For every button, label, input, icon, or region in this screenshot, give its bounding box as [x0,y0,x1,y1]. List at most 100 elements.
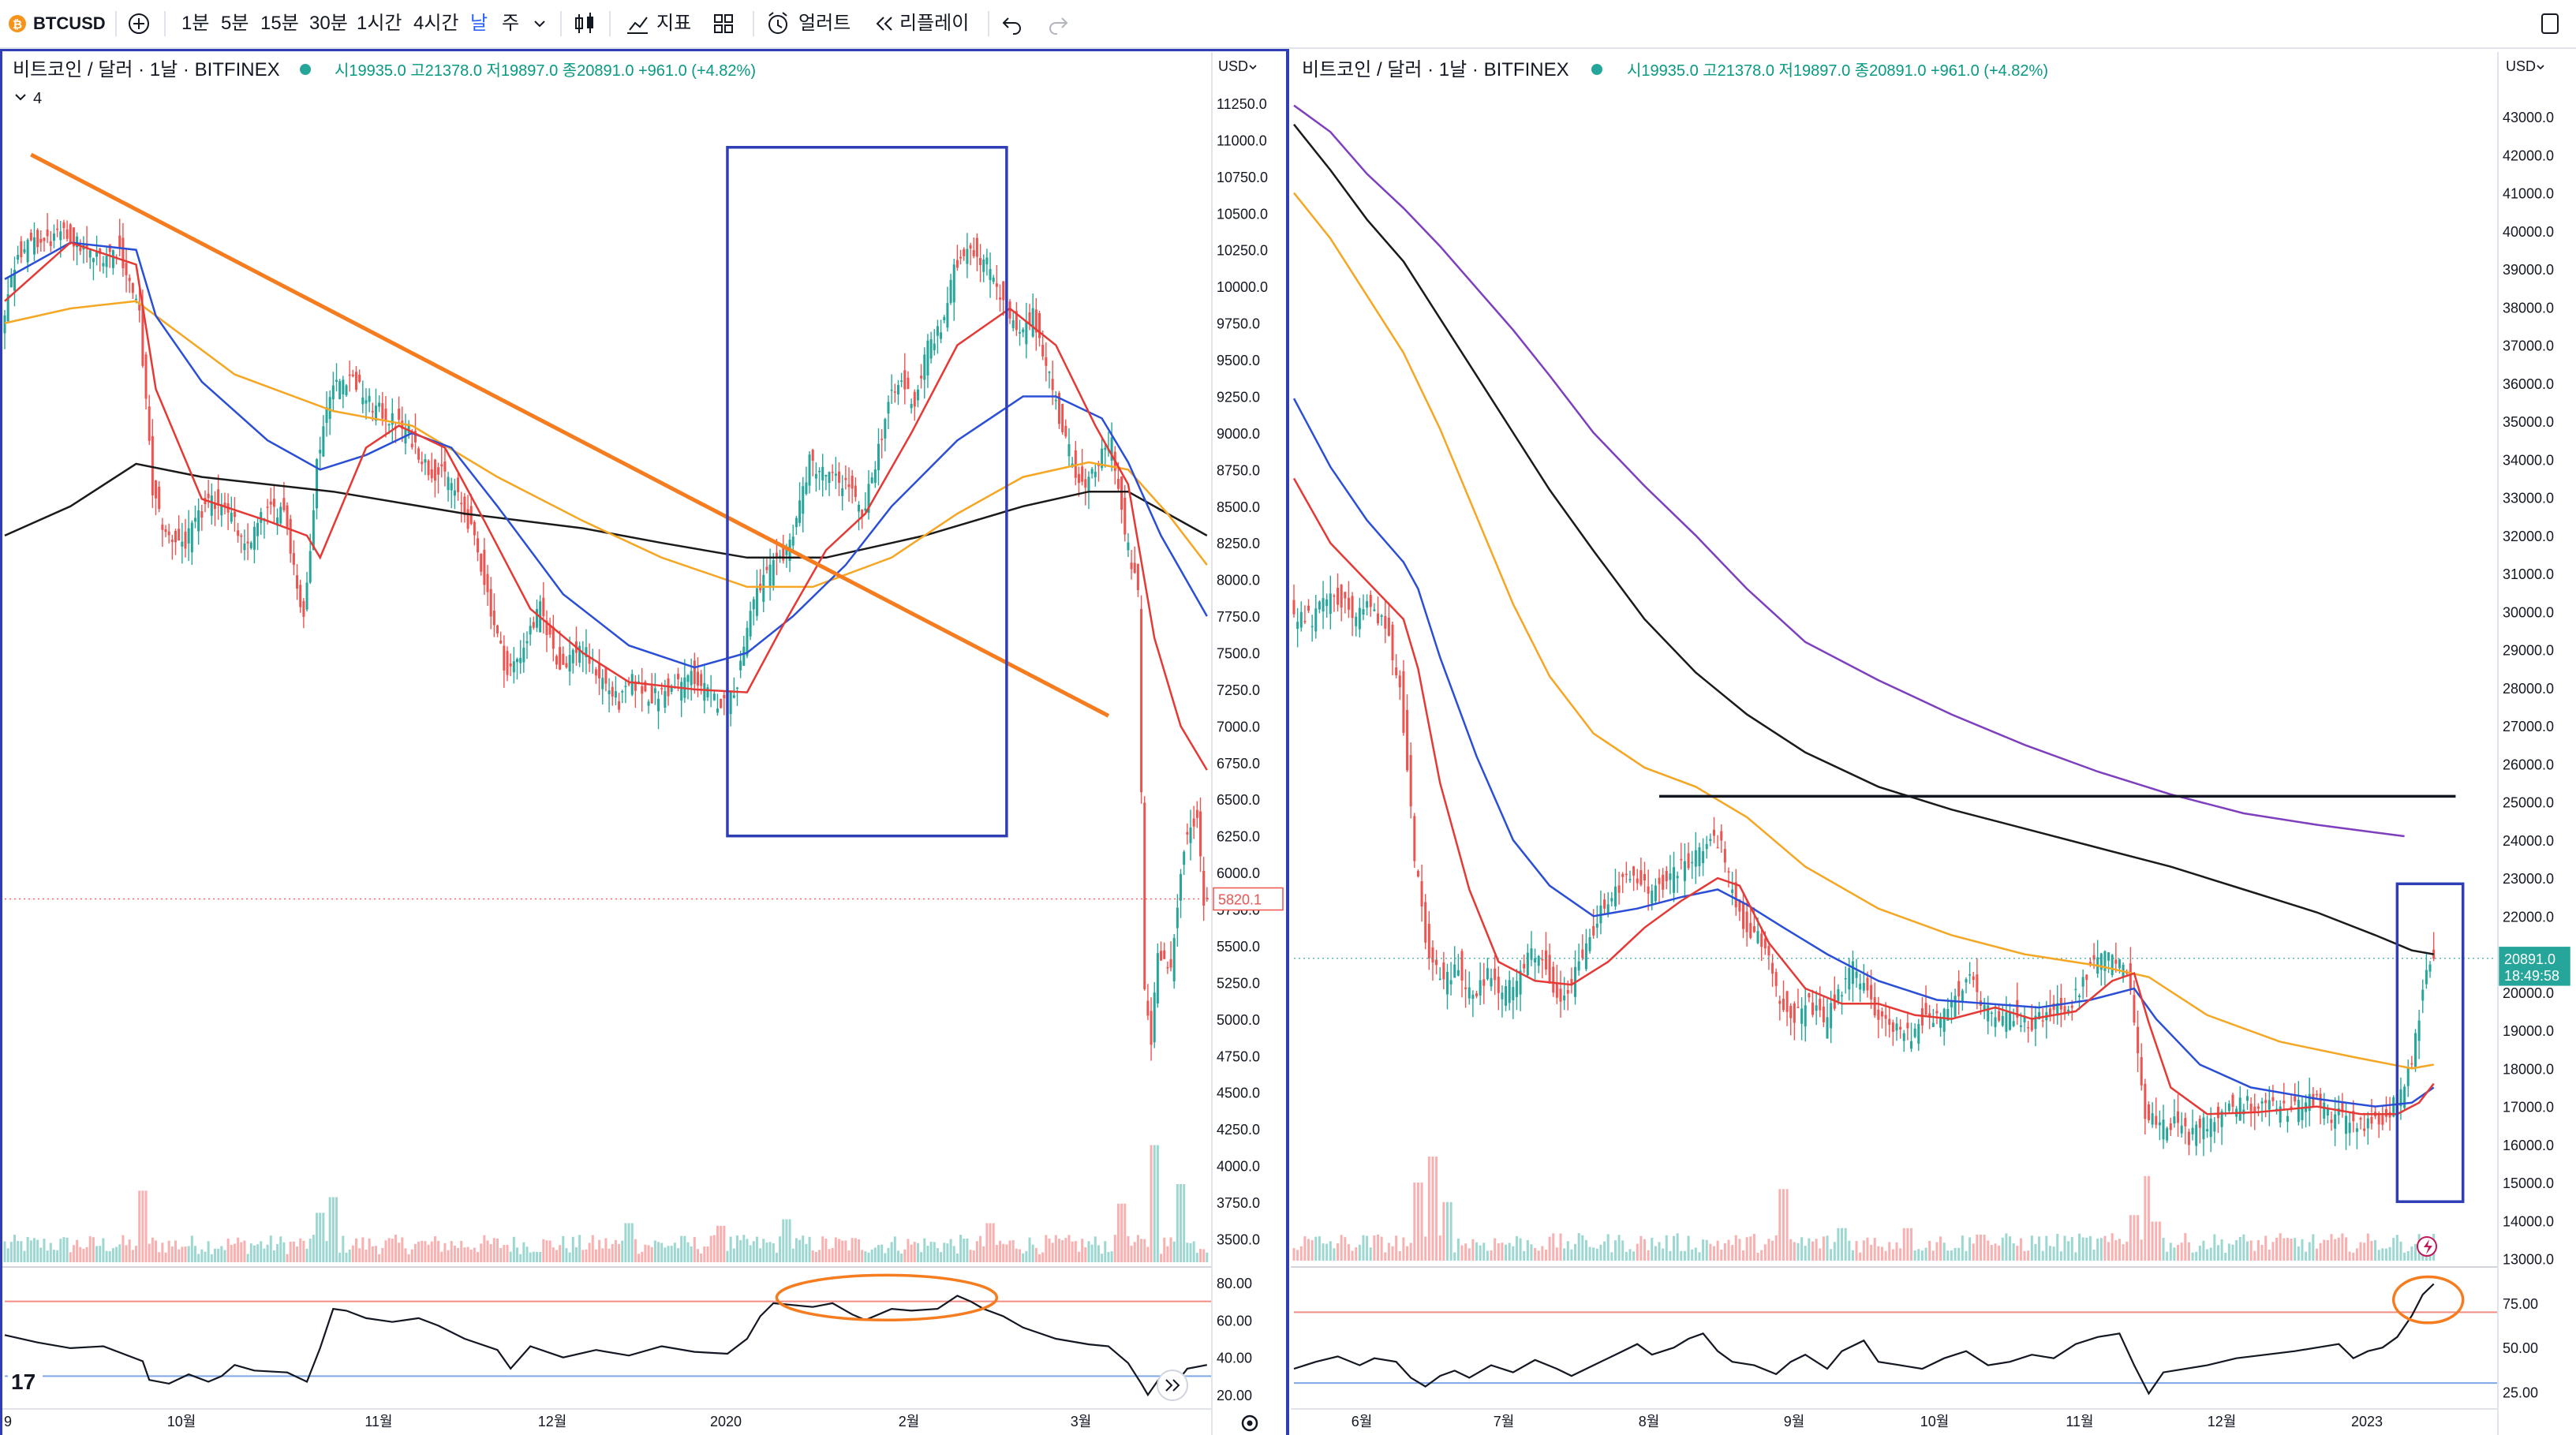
fullscreen-icon[interactable] [2537,0,2563,47]
candle-body [72,227,75,247]
candle-body [1534,958,1537,963]
compare-add-icon[interactable] [126,0,151,47]
candle-body [1413,816,1416,861]
right-currency-chevron-icon[interactable] [2537,65,2544,70]
candle-body [2290,1106,2293,1109]
candle-body [1628,879,1632,880]
left-chart-pane[interactable]: 3500.0 3750.0 4000.0 4250.0 4500.0 4750.0 5000… [2,52,1286,1435]
left-legend-count[interactable]: 4 [33,90,42,107]
volume-bar [1486,1250,1489,1261]
interval-1w[interactable]: 주 [502,13,520,34]
volume-bar [1673,1235,1676,1261]
candle-body [1680,858,1683,861]
volume-bar [1727,1239,1730,1261]
interval-5m[interactable]: 5분 [221,13,249,34]
volume-bar [551,1247,555,1262]
candlestick-chart-icon[interactable] [573,0,596,47]
candle-body [181,541,184,547]
volume-bar [2256,1239,2260,1261]
l-price-tick-label: 6750.0 [1217,756,1260,772]
interval-1m[interactable]: 1분 [181,13,210,34]
left-legend-collapse-icon[interactable] [15,94,26,101]
interval-4h[interactable]: 4시간 [413,13,459,34]
undo-icon[interactable] [1000,0,1024,47]
time-tick-label: 2월 [899,1414,920,1429]
lightning-alert-icon[interactable] [2417,1236,2437,1257]
left-candles [3,213,1209,1061]
replay-button[interactable]: 리플레이 [899,13,970,34]
bitcoin-icon: ₿ [8,0,27,47]
redo-icon[interactable] [1046,0,1070,47]
candle-body [1180,873,1183,901]
alerts-button[interactable]: 얼러트 [798,13,851,34]
left-highlight-box[interactable] [726,145,1008,838]
pane-divider[interactable] [1286,49,1289,1435]
countdown-label: 18:49:58 [2504,968,2559,984]
indicators-icon[interactable] [625,0,650,47]
interval-15m[interactable]: 15분 [260,13,299,34]
volume-bar [529,1252,532,1262]
volume-bar [2312,1234,2315,1261]
interval-1d[interactable]: 날 [470,13,488,34]
volume-bar [1957,1247,1961,1261]
volume-bar [512,1236,515,1262]
symbol-button[interactable]: BTCUSD [33,13,106,33]
right-chart-pane[interactable]: 13000.0 14000.0 15000.0 16000.0 17000.0 18000… [1291,52,2573,1435]
left-currency-chevron-icon[interactable] [1249,65,1257,70]
candle-body [2206,1129,2209,1132]
volume-bar [2246,1241,2249,1261]
volume-bar [1694,1247,1697,1261]
candle-body [943,316,946,320]
candle-body [473,521,476,536]
candle-body [240,535,243,537]
chevron-down-icon[interactable] [532,0,548,47]
right-plot-area[interactable] [1292,104,2499,1261]
left-plot-area[interactable] [3,145,1213,1262]
candle-body [670,686,673,692]
candle-body [1172,937,1176,982]
scroll-to-latest-button[interactable] [1157,1370,1188,1401]
left-price-axis[interactable]: 3500.0 3750.0 4000.0 4250.0 4500.0 4750.0 5000… [1211,52,1286,1435]
candle-body [1351,596,1354,618]
time-tick-label: 10월 [1920,1414,1950,1429]
alarm-clock-icon[interactable] [765,0,791,47]
candle-body [1475,993,1479,996]
left-time-axis[interactable]: 9 10월 11월 12월 2020 2월 3월 [2,1408,1212,1429]
candle-body [1841,995,1844,997]
candle-body [2231,1094,2234,1107]
volume-bar [621,1240,624,1262]
candle-body [105,256,108,267]
volume-bar [933,1242,936,1262]
candle-body [2023,1015,2026,1023]
candle-body [1658,877,1661,884]
candle-body [1176,907,1179,929]
layout-grid-icon[interactable] [712,0,735,47]
right-highlight-box[interactable] [2395,882,2465,1203]
right-currency-label[interactable]: USD [2506,58,2536,74]
volume-bar [187,1246,190,1262]
right-price-axis[interactable]: 13000.0 14000.0 15000.0 16000.0 17000.0 18000… [2497,52,2573,1435]
left-downtrend-line[interactable] [30,152,1110,718]
volume-bar [1186,1243,1189,1262]
replay-icon[interactable] [873,0,895,47]
candle-body [1691,861,1694,864]
interval-1h[interactable]: 1시간 [357,13,402,34]
settings-gear-icon[interactable] [1241,1414,1258,1432]
candle-body [1127,542,1130,551]
volume-bar [726,1250,729,1262]
left-currency-label[interactable]: USD [1218,58,1248,74]
candle-body [1808,993,1811,998]
indicators-button[interactable]: 지표 [656,13,692,34]
candle-body [131,282,134,293]
volume-bar [1391,1246,1394,1261]
volume-bar [1830,1249,1833,1261]
volume-bar [532,1251,535,1262]
candle-body [2264,1100,2268,1104]
volume-bar [1763,1244,1767,1261]
interval-30m[interactable]: 30분 [309,13,348,34]
right-time-axis[interactable]: 6월 7월 8월 9월 10월 11월 12월 2023 [1291,1408,2498,1429]
double-chevron-right-icon[interactable] [1165,1379,1180,1392]
candle-body [657,698,660,712]
candle-body [170,540,174,543]
